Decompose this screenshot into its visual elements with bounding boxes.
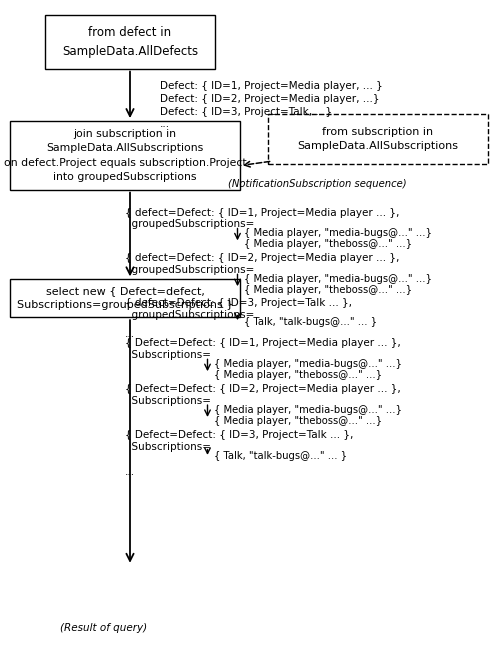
Text: Defect: { ID=1, Project=Media player, ... }: Defect: { ID=1, Project=Media player, ..… xyxy=(160,81,383,92)
Text: { Defect=Defect: { ID=1, Project=Media player ... },: { Defect=Defect: { ID=1, Project=Media p… xyxy=(125,338,401,349)
Text: ...: ... xyxy=(160,118,170,129)
Text: { defect=Defect: { ID=2, Project=Media player ... },: { defect=Defect: { ID=2, Project=Media p… xyxy=(125,253,400,264)
Text: { Media player, "theboss@..." ...}: { Media player, "theboss@..." ...} xyxy=(244,284,412,295)
Text: { Media player, "media-bugs@..." ...}: { Media player, "media-bugs@..." ...} xyxy=(244,228,432,239)
Text: ...: ... xyxy=(125,467,135,477)
Text: { Media player, "media-bugs@..." ...}: { Media player, "media-bugs@..." ...} xyxy=(214,405,402,415)
Bar xyxy=(45,15,215,69)
Text: (NotificationSubscription sequence): (NotificationSubscription sequence) xyxy=(228,179,407,189)
Text: select new { Defect=defect,
Subscriptions=groupedSubscriptions }: select new { Defect=defect, Subscription… xyxy=(17,286,233,311)
Text: Subscriptions=: Subscriptions= xyxy=(125,350,211,360)
Text: Defect: { ID=3, Project=Talk, ...}: Defect: { ID=3, Project=Talk, ...} xyxy=(160,107,332,117)
Bar xyxy=(10,279,240,317)
Bar xyxy=(10,121,240,190)
Text: { defect=Defect: { ID=3, Project=Talk ... },: { defect=Defect: { ID=3, Project=Talk ..… xyxy=(125,298,352,308)
Text: from defect in
SampleData.AllDefects: from defect in SampleData.AllDefects xyxy=(62,26,198,58)
Text: { Media player, "theboss@..." ...}: { Media player, "theboss@..." ...} xyxy=(244,239,412,249)
Text: groupedSubscriptions=: groupedSubscriptions= xyxy=(125,309,254,320)
Text: { Media player, "theboss@..." ...}: { Media player, "theboss@..." ...} xyxy=(214,370,382,380)
Text: { defect=Defect: { ID=1, Project=Media player ... },: { defect=Defect: { ID=1, Project=Media p… xyxy=(125,207,400,218)
Text: { Media player, "media-bugs@..." ...}: { Media player, "media-bugs@..." ...} xyxy=(214,359,402,370)
Text: Subscriptions=: Subscriptions= xyxy=(125,441,211,452)
Text: join subscription in
SampleData.AllSubscriptions
on defect.Project equals subscr: join subscription in SampleData.AllSubsc… xyxy=(4,129,246,182)
Text: ...: ... xyxy=(125,328,135,339)
Bar xyxy=(268,114,488,164)
Text: (Result of query): (Result of query) xyxy=(60,623,147,633)
Text: { Media player, "theboss@..." ...}: { Media player, "theboss@..." ...} xyxy=(214,415,382,426)
Text: { Defect=Defect: { ID=3, Project=Talk ... },: { Defect=Defect: { ID=3, Project=Talk ..… xyxy=(125,430,354,440)
Text: { Defect=Defect: { ID=2, Project=Media player ... },: { Defect=Defect: { ID=2, Project=Media p… xyxy=(125,384,401,394)
Text: groupedSubscriptions=: groupedSubscriptions= xyxy=(125,265,254,275)
Text: { Talk, "talk-bugs@..." ... }: { Talk, "talk-bugs@..." ... } xyxy=(214,451,346,461)
Text: Subscriptions=: Subscriptions= xyxy=(125,396,211,406)
Text: groupedSubscriptions=: groupedSubscriptions= xyxy=(125,219,254,230)
Text: from subscription in
SampleData.AllSubscriptions: from subscription in SampleData.AllSubsc… xyxy=(297,127,458,151)
Text: { Media player, "media-bugs@..." ...}: { Media player, "media-bugs@..." ...} xyxy=(244,274,432,284)
Text: { Talk, "talk-bugs@..." ... }: { Talk, "talk-bugs@..." ... } xyxy=(244,317,376,328)
Text: Defect: { ID=2, Project=Media player, ...}: Defect: { ID=2, Project=Media player, ..… xyxy=(160,94,380,105)
